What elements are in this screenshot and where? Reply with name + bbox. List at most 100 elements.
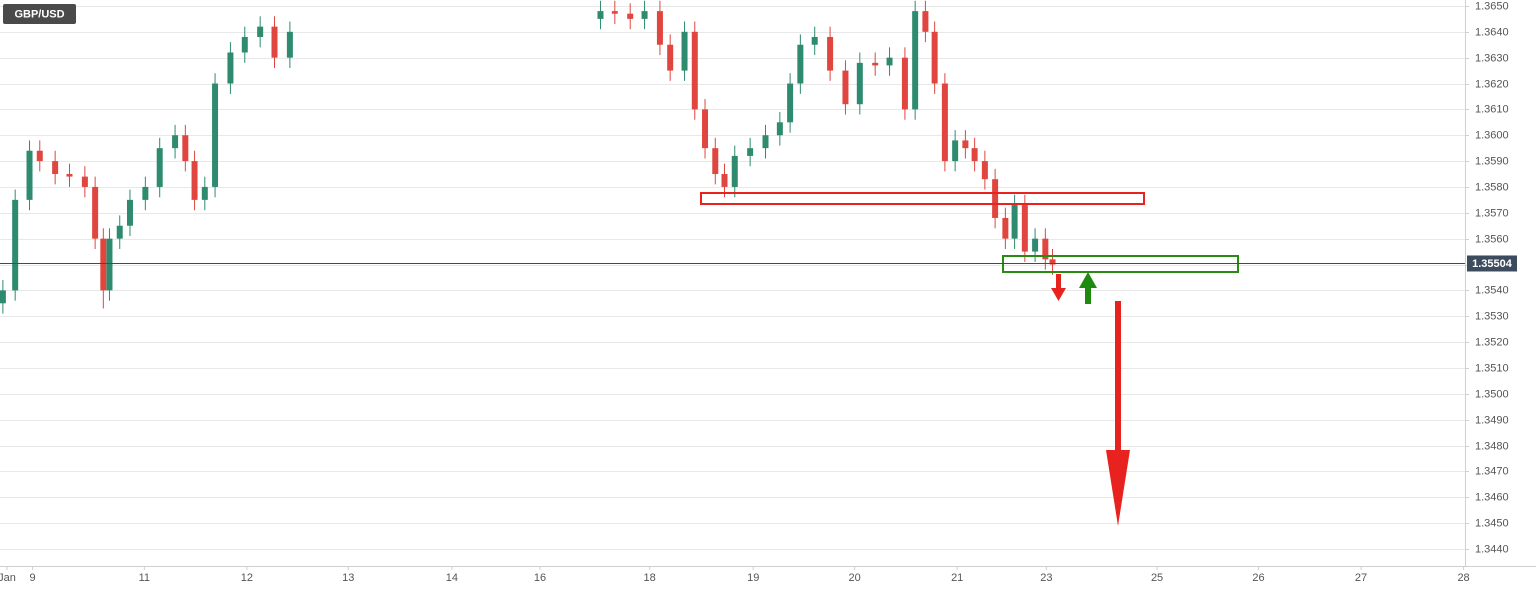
candle-body xyxy=(116,225,123,239)
candle-body xyxy=(941,83,948,162)
y-tick-label: 1.3560 xyxy=(1475,233,1509,245)
candle-body xyxy=(1042,238,1049,260)
candle-body xyxy=(992,179,999,218)
candle-body xyxy=(762,135,769,149)
last-price-badge xyxy=(1467,255,1517,272)
x-tick-label: 13 xyxy=(342,572,354,584)
candle-body xyxy=(667,44,674,71)
candle-body xyxy=(286,31,293,58)
x-tick-label: 14 xyxy=(446,572,458,584)
x-tick-label: 16 xyxy=(534,572,546,584)
candles xyxy=(0,0,1056,314)
candle-body xyxy=(1032,238,1039,252)
y-tick-label: 1.3570 xyxy=(1475,207,1509,219)
x-tick-label: 21 xyxy=(951,572,963,584)
y-tick-label: 1.3480 xyxy=(1475,440,1509,452)
candle-body xyxy=(981,161,988,180)
candle-body xyxy=(827,36,834,71)
candle-body xyxy=(797,44,804,84)
candle-body xyxy=(92,186,99,239)
y-tick-label: 1.3650 xyxy=(1475,0,1509,12)
candle-body xyxy=(126,199,133,226)
candle-body xyxy=(257,26,264,37)
candle-body xyxy=(627,13,634,19)
candle-body xyxy=(52,161,59,175)
candle-body xyxy=(681,31,688,71)
candle-body xyxy=(931,31,938,84)
y-tick-label: 1.3520 xyxy=(1475,336,1509,348)
candle-body xyxy=(191,161,198,200)
x-tick-label: 23 xyxy=(1040,572,1052,584)
candle-body xyxy=(641,11,648,19)
x-tick-label: 19 xyxy=(747,572,759,584)
candle-body xyxy=(597,11,604,19)
candle-body xyxy=(776,122,783,136)
candle-body xyxy=(922,11,929,32)
y-tick-label: 1.3510 xyxy=(1475,362,1509,374)
resistance-box xyxy=(700,192,1145,205)
y-tick-label: 1.3490 xyxy=(1475,414,1509,426)
candle-body xyxy=(731,155,738,187)
y-tick-label: 1.3440 xyxy=(1475,543,1509,555)
y-tick-label: 1.3610 xyxy=(1475,103,1509,115)
candle-body xyxy=(227,52,234,84)
candle-body xyxy=(100,238,107,291)
y-tick-label: 1.3580 xyxy=(1475,181,1509,193)
candle-body xyxy=(856,62,863,105)
x-tick-label: 25 xyxy=(1151,572,1163,584)
candle-body xyxy=(1021,205,1028,252)
candle-body xyxy=(66,174,73,177)
x-tick-label: 26 xyxy=(1252,572,1264,584)
y-tick-label: 1.3590 xyxy=(1475,155,1509,167)
x-tick-label: 11 xyxy=(139,572,150,584)
down-arrow-small xyxy=(1051,274,1066,301)
symbol-badge xyxy=(3,4,76,24)
candle-body xyxy=(912,11,919,110)
candle-body xyxy=(787,83,794,123)
candle-body xyxy=(241,36,248,53)
grid xyxy=(0,6,1465,550)
candle-body xyxy=(0,290,6,304)
candle-body xyxy=(842,70,849,105)
y-tick-label: 1.3500 xyxy=(1475,388,1509,400)
candle-body xyxy=(142,186,149,200)
candle-body xyxy=(702,109,709,149)
x-tick-label: 18 xyxy=(644,572,656,584)
candle-body xyxy=(271,26,278,58)
candle-body xyxy=(971,148,978,162)
candle-body xyxy=(36,150,43,162)
candle-body xyxy=(1002,217,1009,239)
y-tick-label: 1.3470 xyxy=(1475,465,1509,477)
candle-body xyxy=(712,148,719,175)
y-tick-label: 1.3620 xyxy=(1475,78,1509,90)
candle-body xyxy=(201,186,208,200)
candle-body xyxy=(611,11,618,14)
candle-body xyxy=(182,135,189,162)
candle-body xyxy=(1011,205,1018,239)
candle-body xyxy=(691,31,698,110)
x-tick-label: 27 xyxy=(1355,572,1367,584)
candle-body xyxy=(747,148,754,156)
candle-body xyxy=(212,83,219,187)
candle-body xyxy=(811,36,818,45)
y-tick-label: 1.3600 xyxy=(1475,129,1509,141)
y-tick-label: 1.3640 xyxy=(1475,26,1509,38)
candle-body xyxy=(26,150,33,200)
candle-body xyxy=(886,57,893,66)
candle-body xyxy=(962,140,969,149)
candle-body xyxy=(656,11,663,45)
candle-body xyxy=(721,174,728,187)
support-box xyxy=(1002,255,1239,273)
chart-title: GBP/USD xyxy=(14,8,64,20)
candle-body xyxy=(106,238,113,291)
y-tick-label: 1.3450 xyxy=(1475,517,1509,529)
y-tick-label: 1.3530 xyxy=(1475,310,1509,322)
candle-body xyxy=(1049,259,1056,265)
x-tick-label: 12 xyxy=(241,572,253,584)
y-tick-label: 1.3630 xyxy=(1475,52,1509,64)
y-tick-label: 1.3460 xyxy=(1475,491,1509,503)
x-tick-label: 28 xyxy=(1457,572,1469,584)
x-tick-label: 9 xyxy=(30,572,36,584)
candle-body xyxy=(156,148,163,187)
